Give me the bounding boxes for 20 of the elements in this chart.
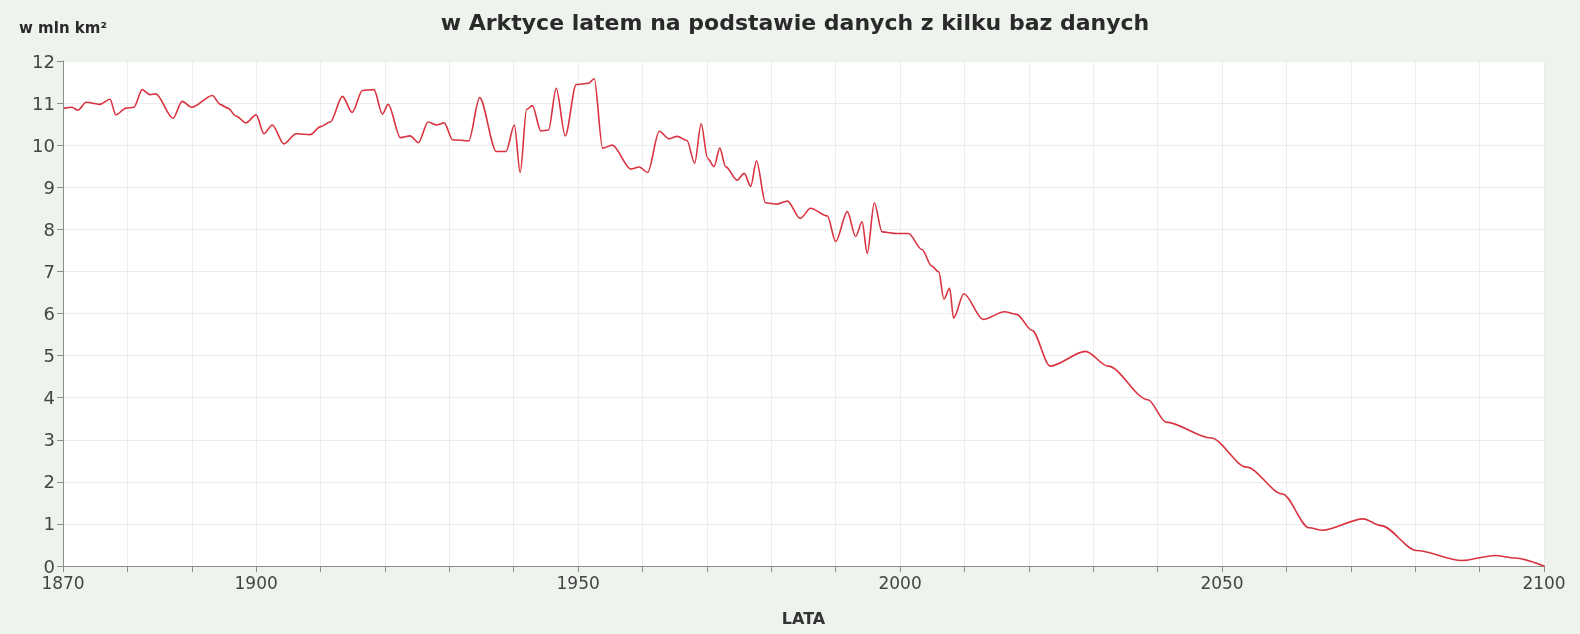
x-tick-label: 2000 [878, 572, 922, 593]
y-tick-label: 3 [43, 429, 55, 451]
y-tick-label: 2 [43, 471, 55, 493]
y-tick-label: 8 [43, 218, 55, 240]
y-tick-label: 9 [43, 176, 55, 198]
y-tick-label: 5 [43, 345, 55, 367]
y-tick-label: 1 [43, 513, 55, 535]
y-tick-label: 7 [43, 260, 55, 282]
y-tick-label: 10 [32, 134, 55, 156]
y-tick-label: 4 [43, 387, 55, 409]
y-tick-label: 12 [32, 50, 55, 72]
x-tick-label: 1950 [556, 572, 600, 593]
x-axis-title: LATA [781, 608, 826, 628]
y-tick-label: 11 [32, 92, 55, 114]
y-tick-label: 6 [43, 303, 55, 324]
x-tick-label: 2050 [1200, 572, 1244, 593]
y-axis-title: w mln km² [19, 18, 107, 37]
chart-title: w Arktyce latem na podstawie danych z kilku baz danych [440, 9, 1150, 35]
x-tick-label: 1900 [234, 572, 278, 593]
x-tick-label: 2100 [1522, 572, 1566, 593]
